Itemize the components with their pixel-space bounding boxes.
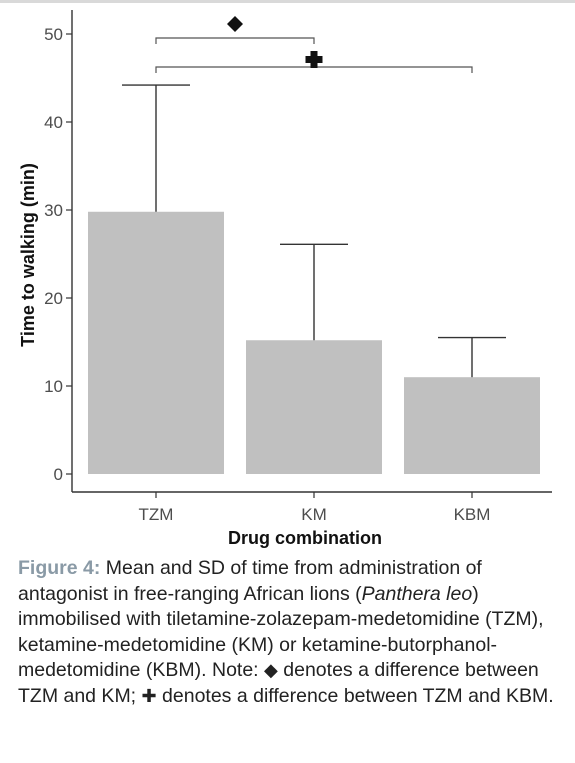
caption-text-3: denotes a difference between TZM and KM; — [18, 659, 539, 707]
bar-chart: 0 10 20 30 40 50 TZM KM KBM Time to walking (mi… — [18, 10, 552, 548]
y-axis-title: Time to walking (min) — [18, 163, 38, 347]
diamond-icon: ◆ — [264, 660, 278, 680]
top-divider — [0, 0, 575, 3]
error-bars — [122, 84, 506, 378]
bar-km — [246, 340, 382, 474]
bars — [88, 211, 540, 474]
y-tick-label: 50 — [44, 25, 63, 44]
bar-kbm — [404, 377, 540, 474]
y-tick-label: 20 — [44, 289, 63, 308]
diamond-icon — [227, 16, 243, 32]
x-axis: TZM KM KBM — [72, 491, 552, 524]
x-tick-label: TZM — [139, 505, 174, 524]
x-axis-title: Drug combination — [228, 528, 382, 548]
species-name: Panthera leo — [361, 582, 473, 605]
y-tick-label: 30 — [44, 201, 63, 220]
cross-icon — [305, 51, 323, 68]
y-tick-label: 10 — [44, 377, 63, 396]
figure-caption: Figure 4: Mean and SD of time from admin… — [18, 556, 563, 709]
caption-text-1: Mean and SD of time from administration … — [18, 557, 482, 605]
x-tick-label: KM — [301, 505, 327, 524]
figure-label: Figure 4: — [18, 557, 101, 579]
caption-text-4: denotes a difference between TZM and KBM… — [156, 684, 554, 707]
significance-brackets — [155, 16, 473, 73]
cross-icon: ✚ — [141, 685, 157, 706]
bar-tzm — [88, 211, 224, 474]
y-axis: 0 10 20 30 40 50 — [44, 10, 73, 492]
caption-text-2: ) immobilised with tiletamine-zolazepam-… — [18, 582, 544, 682]
y-tick-label: 0 — [54, 465, 63, 484]
significance-bracket — [155, 37, 315, 44]
y-tick-label: 40 — [44, 113, 63, 132]
x-tick-label: KBM — [454, 505, 491, 524]
